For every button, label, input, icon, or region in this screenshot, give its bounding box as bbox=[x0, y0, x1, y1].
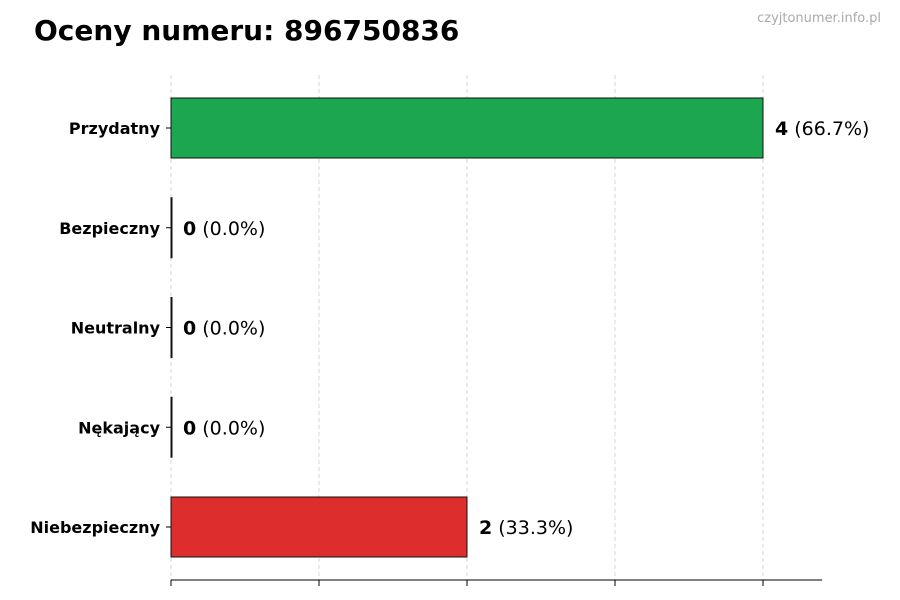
category-label: Bezpieczny bbox=[59, 219, 160, 238]
bar-nękający bbox=[170, 396, 173, 458]
grid bbox=[170, 75, 764, 580]
value-label: 0 (0.0%) bbox=[183, 218, 265, 240]
value-percent: (0.0%) bbox=[196, 218, 265, 240]
value-percent: (66.7%) bbox=[788, 118, 869, 140]
value-count: 2 bbox=[479, 517, 492, 539]
value-count: 4 bbox=[775, 118, 788, 140]
labels: Przydatny 4 (66.7%) Bezpieczny 0 (0.0%) Neut… bbox=[30, 118, 869, 539]
category-label: Niebezpieczny bbox=[30, 518, 160, 537]
value-label: 2 (33.3%) bbox=[479, 517, 573, 539]
value-percent: (0.0%) bbox=[196, 417, 265, 439]
category-label: Przydatny bbox=[69, 119, 161, 138]
chart-title: Oceny numeru: 896750836 bbox=[34, 14, 459, 47]
bar-przydatny bbox=[170, 97, 764, 159]
category-label: Nękający bbox=[78, 418, 160, 437]
axes bbox=[166, 127, 823, 586]
value-count: 0 bbox=[183, 318, 196, 340]
value-percent: (33.3%) bbox=[492, 517, 573, 539]
bar-bezpieczny bbox=[170, 197, 173, 259]
bar-niebezpieczny bbox=[170, 496, 468, 558]
value-label: 0 (0.0%) bbox=[183, 318, 265, 340]
bars bbox=[170, 97, 764, 558]
value-label: 4 (66.7%) bbox=[775, 118, 869, 140]
value-count: 0 bbox=[183, 417, 196, 439]
watermark: czyjtonumer.info.pl bbox=[757, 11, 881, 26]
value-count: 0 bbox=[183, 218, 196, 240]
bar-neutralny bbox=[170, 297, 173, 358]
value-label: 0 (0.0%) bbox=[183, 417, 265, 439]
value-percent: (0.0%) bbox=[196, 318, 265, 340]
category-label: Neutralny bbox=[71, 319, 161, 338]
